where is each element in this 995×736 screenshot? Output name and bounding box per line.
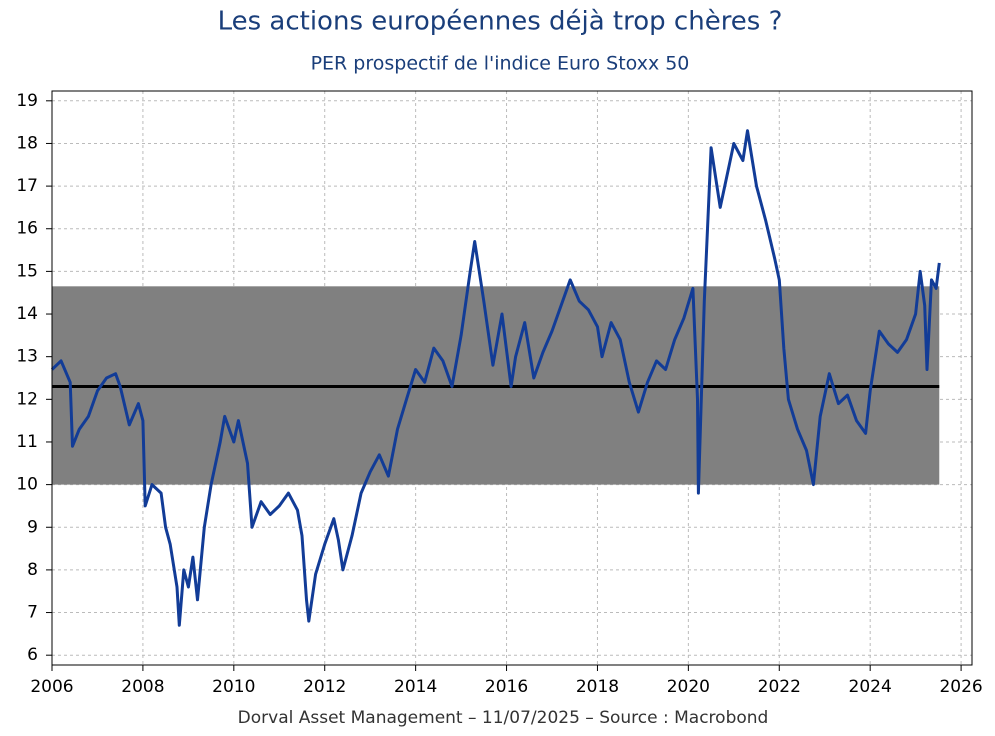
series-line <box>50 129 941 627</box>
footer: Dorval Asset Management – 11/07/2025 – S… <box>238 708 769 728</box>
x-tick-label: 2024 <box>849 677 892 697</box>
y-tick-label: 14 <box>16 304 38 324</box>
x-tick-label: 2014 <box>394 677 437 697</box>
x-tick-label: 2012 <box>303 677 346 697</box>
y-tick-label: 7 <box>27 603 38 623</box>
x-tick-label: 2018 <box>576 677 619 697</box>
y-tick-label: 19 <box>16 91 38 111</box>
x-tick-label: 2008 <box>121 677 164 697</box>
x-tick-label: 2020 <box>667 677 710 697</box>
plot-frame <box>51 90 973 666</box>
y-tick-label: 16 <box>16 219 38 239</box>
chart-subtitle: PER prospectif de l'indice Euro Stoxx 50 <box>311 53 690 75</box>
x-tick-label: 2010 <box>212 677 255 697</box>
y-tick-label: 11 <box>16 432 38 452</box>
x-tick-label: 2006 <box>30 677 73 697</box>
chart-title: Les actions européennes déjà trop chères… <box>218 7 783 37</box>
y-tick-label: 12 <box>16 389 38 409</box>
x-tick-label: 2026 <box>939 677 982 697</box>
y-tick-label: 13 <box>16 347 38 367</box>
y-tick-label: 18 <box>16 133 38 153</box>
y-tick-label: 6 <box>27 645 38 665</box>
y-tick-label: 15 <box>16 261 38 281</box>
x-tick-label: 2016 <box>485 677 528 697</box>
x-tick-label: 2022 <box>758 677 801 697</box>
y-tick-label: 10 <box>16 475 38 495</box>
y-tick-label: 9 <box>27 517 38 537</box>
y-tick-label: 8 <box>27 560 38 580</box>
y-tick-label: 17 <box>16 176 38 196</box>
